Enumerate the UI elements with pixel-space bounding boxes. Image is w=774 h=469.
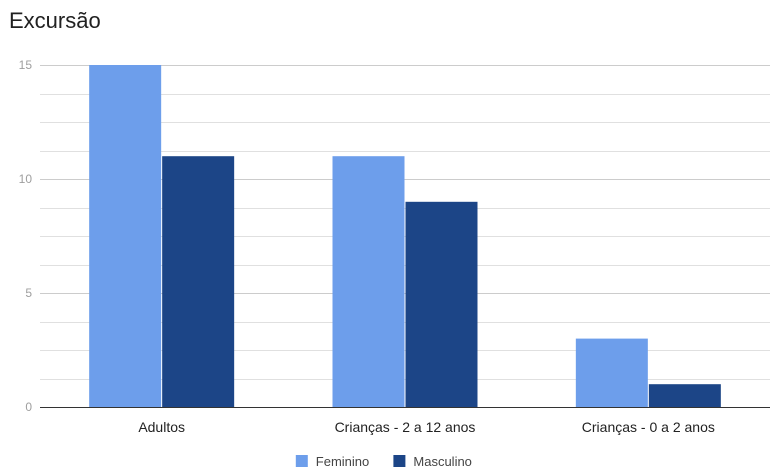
legend-label: Feminino (316, 454, 369, 469)
chart-title: Excursão (9, 8, 101, 33)
y-axis-ticks: 0 5 10 15 (19, 58, 33, 414)
bar-feminino-1 (89, 65, 162, 407)
bar-masculino-2 (405, 201, 478, 407)
legend-swatch (393, 455, 406, 467)
bar-feminino-2 (332, 156, 405, 407)
gridlines (40, 65, 770, 380)
x-tick-label: Crianças - 2 a 12 anos (335, 419, 476, 435)
bar-masculino-1 (162, 156, 235, 407)
legend: Feminino Masculino (295, 454, 472, 469)
legend-swatch (295, 455, 308, 467)
bar-masculino-3 (648, 384, 721, 407)
bar-feminino-3 (575, 338, 648, 407)
y-tick-label: 10 (19, 172, 33, 186)
x-axis-labels: Adultos Crianças - 2 a 12 anos Crianças - … (138, 419, 715, 435)
legend-label: Masculino (413, 454, 472, 469)
x-tick-label: Crianças - 0 a 2 anos (582, 419, 715, 435)
x-tick-label: Adultos (138, 419, 185, 435)
bars (89, 65, 721, 407)
y-tick-label: 0 (25, 400, 32, 414)
y-tick-label: 5 (25, 286, 32, 300)
y-tick-label: 15 (19, 58, 33, 72)
